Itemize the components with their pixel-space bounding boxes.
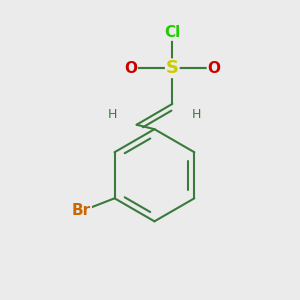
Text: H: H <box>191 108 201 121</box>
Text: O: O <box>124 61 137 76</box>
Text: O: O <box>207 61 220 76</box>
Text: H: H <box>108 108 117 122</box>
Text: Br: Br <box>72 203 91 218</box>
Text: Cl: Cl <box>164 25 180 40</box>
Text: S: S <box>166 59 179 77</box>
